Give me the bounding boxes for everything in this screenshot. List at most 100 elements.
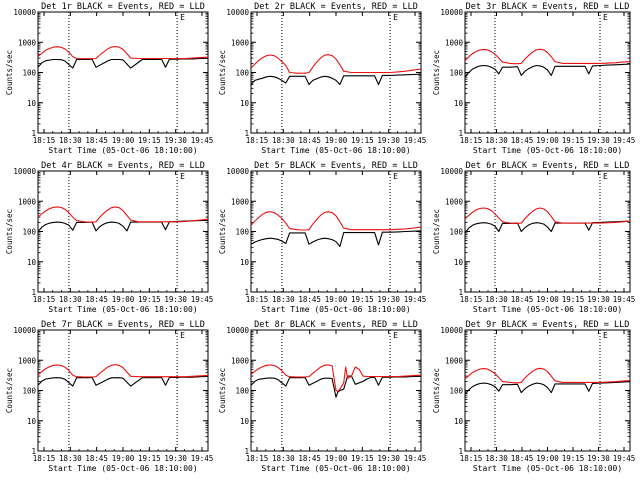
series-line-events [250, 375, 422, 398]
y-axis-label: Counts/sec [218, 50, 227, 95]
y-tick-label: 1000 [231, 38, 250, 47]
x-tick-label: 18:30 [485, 454, 508, 463]
series-line-events [250, 73, 422, 86]
x-tick-label: 18:30 [272, 454, 295, 463]
series-line-events [37, 57, 209, 69]
y-tick-label: 1000 [445, 38, 464, 47]
y-axis-label: Counts/sec [432, 50, 441, 95]
y-axis-label: Counts/sec [218, 368, 227, 413]
x-tick-label: 18:15 [33, 454, 56, 463]
y-tick-label: 1000 [18, 38, 37, 47]
top-marker-label: E [603, 172, 608, 181]
y-axis-label: Counts/sec [5, 368, 14, 413]
y-axis-label: Counts/sec [5, 209, 14, 254]
x-tick-label: 18:45 [298, 454, 321, 463]
x-tick-label: 18:30 [485, 295, 508, 304]
series-line-events [464, 381, 631, 395]
x-tick-label: 19:30 [164, 136, 187, 145]
series-line-events [464, 220, 631, 234]
plot-frame [37, 11, 209, 134]
x-tick-label: 19:45 [191, 454, 214, 463]
top-marker-label: E [603, 331, 608, 340]
x-tick-label: 18:30 [485, 136, 508, 145]
top-marker-label: E [180, 172, 185, 181]
panel-title: Det 9r BLACK = Events, RED = LLD [466, 320, 630, 330]
x-tick-label: 19:15 [351, 454, 374, 463]
y-tick-label: 1 [458, 447, 463, 456]
x-tick-label: 19:15 [351, 295, 374, 304]
series-line-lld [37, 364, 209, 378]
x-axis-label: Start Time (05-Oct-06 18:10:00) [261, 146, 410, 155]
y-tick-label: 10 [454, 99, 464, 108]
x-tick-label: 19:30 [377, 136, 400, 145]
series-line-lld [37, 46, 209, 60]
x-tick-label: 19:30 [587, 136, 610, 145]
y-tick-label: 100 [449, 387, 463, 396]
x-tick-label: 19:45 [404, 454, 427, 463]
plot-frame [464, 170, 631, 293]
x-tick-label: 18:45 [85, 136, 108, 145]
y-tick-label: 10 [454, 258, 464, 267]
y-tick-label: 10000 [226, 326, 249, 335]
x-tick-label: 18:30 [272, 136, 295, 145]
y-tick-label: 1000 [231, 356, 250, 365]
x-tick-label: 19:30 [164, 295, 187, 304]
x-tick-label: 18:45 [85, 295, 108, 304]
panel-title: Det 8r BLACK = Events, RED = LLD [254, 320, 418, 330]
y-tick-label: 1000 [18, 197, 37, 206]
x-tick-label: 19:15 [562, 295, 585, 304]
y-tick-label: 10000 [226, 167, 249, 176]
series-line-lld [250, 364, 422, 392]
panel-title: Det 4r BLACK = Events, RED = LLD [41, 161, 205, 171]
x-tick-label: 19:45 [613, 454, 636, 463]
top-marker-label: E [393, 172, 398, 181]
x-tick-label: 19:00 [536, 454, 559, 463]
series-line-events [37, 375, 209, 387]
series-line-events [250, 230, 422, 248]
x-tick-label: 19:45 [613, 136, 636, 145]
top-marker-label: E [393, 13, 398, 22]
plot-frame [37, 329, 209, 452]
y-tick-label: 1 [244, 447, 249, 456]
x-tick-label: 19:00 [536, 295, 559, 304]
y-tick-label: 100 [449, 228, 463, 237]
x-tick-label: 19:30 [377, 295, 400, 304]
y-tick-label: 1 [31, 447, 36, 456]
y-tick-label: 100 [449, 69, 463, 78]
y-tick-label: 10 [27, 99, 37, 108]
x-tick-label: 19:15 [351, 136, 374, 145]
x-tick-label: 19:30 [164, 454, 187, 463]
top-marker-label: E [603, 13, 608, 22]
x-tick-label: 18:15 [460, 136, 483, 145]
x-tick-label: 19:00 [112, 454, 135, 463]
y-axis-label: Counts/sec [432, 209, 441, 254]
y-tick-label: 10 [240, 258, 250, 267]
series-line-events [37, 219, 209, 232]
y-tick-label: 10 [240, 417, 250, 426]
panel-title: Det 2r BLACK = Events, RED = LLD [254, 2, 418, 12]
y-tick-label: 100 [235, 69, 249, 78]
x-tick-label: 19:00 [325, 454, 348, 463]
y-tick-label: 1 [244, 288, 249, 297]
x-tick-label: 18:45 [85, 454, 108, 463]
y-tick-label: 100 [235, 228, 249, 237]
x-axis-label: Start Time (05-Oct-06 18:10:00) [473, 305, 622, 314]
y-tick-label: 10000 [440, 326, 463, 335]
top-marker-label: E [180, 331, 185, 340]
x-tick-label: 19:00 [536, 136, 559, 145]
y-tick-label: 10000 [13, 326, 36, 335]
x-tick-label: 19:00 [112, 295, 135, 304]
series-line-lld [250, 54, 422, 74]
y-tick-label: 10000 [13, 8, 36, 17]
x-tick-label: 18:30 [59, 295, 82, 304]
y-tick-label: 100 [22, 387, 36, 396]
top-marker-label: E [393, 331, 398, 340]
x-tick-label: 18:15 [246, 454, 269, 463]
x-axis-label: Start Time (05-Oct-06 18:10:00) [48, 305, 197, 314]
